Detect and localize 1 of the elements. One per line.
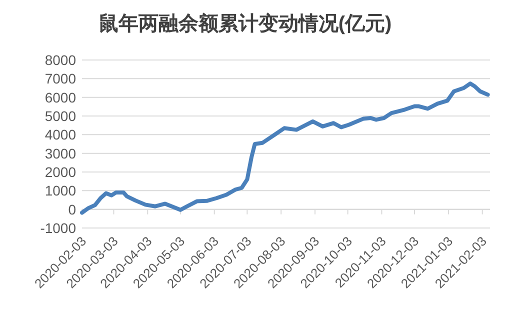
title: 鼠年两融余额累计变动情况(亿元) (98, 13, 392, 35)
